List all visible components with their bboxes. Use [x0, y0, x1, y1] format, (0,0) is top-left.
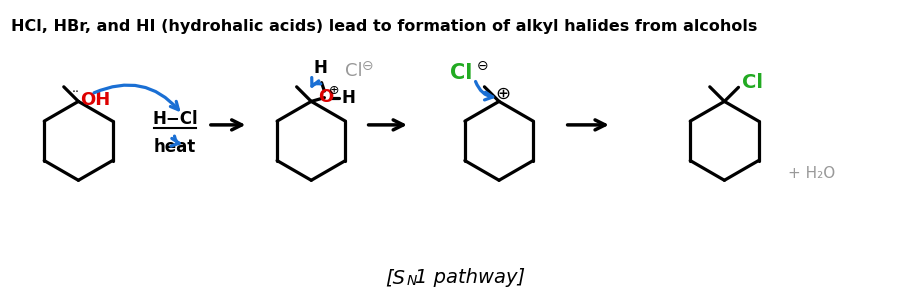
Text: H: H: [341, 89, 355, 107]
Text: ⊖: ⊖: [361, 59, 373, 73]
Text: HCl, HBr, and HI (hydrohalic acids) lead to formation of alkyl halides from alco: HCl, HBr, and HI (hydrohalic acids) lead…: [11, 19, 757, 34]
Text: ⊕: ⊕: [495, 85, 510, 103]
Text: 1 pathway]: 1 pathway]: [416, 269, 526, 287]
Text: H−Cl: H−Cl: [153, 110, 198, 128]
Text: Cl: Cl: [345, 63, 362, 80]
Text: heat: heat: [154, 138, 196, 156]
Text: H: H: [313, 59, 328, 77]
Text: ⊖: ⊖: [477, 59, 488, 73]
Text: N: N: [407, 274, 418, 288]
Text: ⊕: ⊕: [329, 84, 339, 97]
Text: [S: [S: [385, 269, 405, 287]
Text: + H₂O: + H₂O: [788, 166, 835, 181]
Text: OH: OH: [80, 91, 111, 108]
Text: O: O: [318, 88, 333, 106]
Text: Cl: Cl: [742, 73, 764, 92]
Text: ⋅⋅: ⋅⋅: [72, 86, 79, 99]
Text: Cl: Cl: [450, 63, 473, 83]
